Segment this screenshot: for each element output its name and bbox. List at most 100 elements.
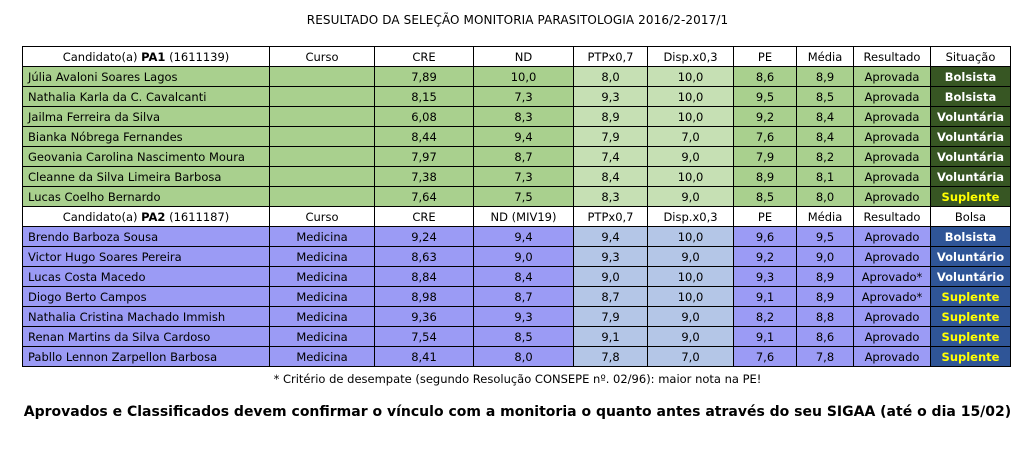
cell-situacao: Voluntário	[930, 266, 1011, 287]
candidate-name: Victor Hugo Soares Pereira	[22, 246, 270, 267]
group-code: PA1	[141, 49, 166, 64]
table-row: Diogo Berto Campos Medicina 8,98 8,7 8,7 10,0…	[22, 286, 1011, 307]
cell-disp: 9,0	[647, 246, 734, 267]
cell-resultado: Aprovada	[853, 166, 931, 187]
cell-curso: Medicina	[269, 306, 375, 327]
table-row: Nathalia Karla da C. Cavalcanti 8,15 7,3 9,…	[22, 86, 1011, 107]
cell-media: 8,4	[796, 106, 854, 127]
pa1-header-row: Candidato(a) PA1 (1611139) Curso CRE ND PTPx…	[22, 46, 1011, 67]
column-header-ptp: PTPx0,7	[573, 206, 648, 227]
cell-ptp: 7,9	[573, 126, 648, 147]
cell-curso: Medicina	[269, 346, 375, 367]
cell-cre: 8,15	[374, 86, 474, 107]
column-header-ptp: PTPx0,7	[573, 46, 648, 67]
column-header-disp: Disp.x0,3	[647, 46, 734, 67]
cell-situacao: Suplente	[930, 326, 1011, 347]
cell-disp: 7,0	[647, 126, 734, 147]
cell-cre: 6,08	[374, 106, 474, 127]
cell-curso: Medicina	[269, 266, 375, 287]
cell-resultado: Aprovada	[853, 146, 931, 167]
results-table: Candidato(a) PA1 (1611139) Curso CRE ND PTPx…	[22, 46, 1011, 367]
cell-media: 8,9	[796, 66, 854, 87]
cell-nd: 9,4	[473, 226, 574, 247]
cell-cre: 7,64	[374, 186, 474, 207]
cell-pe: 9,1	[733, 286, 797, 307]
column-header-pe: PE	[733, 206, 797, 227]
table-row: Júlia Avaloni Soares Lagos 7,89 10,0 8,0 10,…	[22, 66, 1011, 87]
cell-situacao: Voluntário	[930, 246, 1011, 267]
cell-disp: 9,0	[647, 306, 734, 327]
table-row: Victor Hugo Soares Pereira Medicina 8,63 9,…	[22, 246, 1011, 267]
cell-disp: 10,0	[647, 226, 734, 247]
cell-disp: 10,0	[647, 266, 734, 287]
cell-ptp: 8,3	[573, 186, 648, 207]
page-title: RESULTADO DA SELEÇÃO MONITORIA PARASITOL…	[306, 13, 729, 27]
cell-nd: 9,0	[473, 246, 574, 267]
cell-pe: 8,2	[733, 306, 797, 327]
column-header-resultado: Resultado	[853, 46, 931, 67]
candidate-name: Geovania Carolina Nascimento Moura	[22, 146, 270, 167]
cell-disp: 10,0	[647, 166, 734, 187]
cell-pe: 9,6	[733, 226, 797, 247]
cell-disp: 7,0	[647, 346, 734, 367]
cell-resultado: Aprovado	[853, 346, 931, 367]
column-header-cre: CRE	[374, 46, 474, 67]
column-header-pe: PE	[733, 46, 797, 67]
cell-ptp: 8,0	[573, 66, 648, 87]
cell-cre: 9,24	[374, 226, 474, 247]
cell-situacao: Voluntária	[930, 166, 1011, 187]
cell-curso	[269, 106, 375, 127]
candidate-name: Cleanne da Silva Limeira Barbosa	[22, 166, 270, 187]
cell-ptp: 9,3	[573, 86, 648, 107]
cell-pe: 7,6	[733, 346, 797, 367]
cell-situacao: Suplente	[930, 346, 1011, 367]
cell-cre: 8,63	[374, 246, 474, 267]
cell-media: 8,5	[796, 86, 854, 107]
cell-pe: 8,5	[733, 186, 797, 207]
cell-nd: 10,0	[473, 66, 574, 87]
cell-situacao: Voluntária	[930, 126, 1011, 147]
cell-pe: 9,5	[733, 86, 797, 107]
column-header-media: Média	[796, 206, 854, 227]
cell-cre: 7,89	[374, 66, 474, 87]
pa1-candidate-header: Candidato(a) PA1 (1611139)	[22, 46, 270, 67]
cell-media: 8,4	[796, 126, 854, 147]
cell-cre: 7,97	[374, 146, 474, 167]
table-row: Cleanne da Silva Limeira Barbosa 7,38 7,3 8…	[22, 166, 1011, 187]
cell-pe: 9,3	[733, 266, 797, 287]
cell-media: 8,0	[796, 186, 854, 207]
cell-curso	[269, 86, 375, 107]
candidate-name: Diogo Berto Campos	[22, 286, 270, 307]
cell-pe: 7,9	[733, 146, 797, 167]
column-header-resultado: Resultado	[853, 206, 931, 227]
cell-cre: 8,84	[374, 266, 474, 287]
cell-resultado: Aprovada	[853, 66, 931, 87]
candidate-name: Brendo Barboza Sousa	[22, 226, 270, 247]
candidate-name: Jailma Ferreira da Silva	[22, 106, 270, 127]
column-header-cre: CRE	[374, 206, 474, 227]
cell-situacao: Suplente	[930, 306, 1011, 327]
cell-resultado: Aprovado	[853, 246, 931, 267]
candidate-name: Lucas Costa Macedo	[22, 266, 270, 287]
candidate-prefix: Candidato(a)	[62, 49, 138, 64]
cell-ptp: 9,4	[573, 226, 648, 247]
cell-cre: 8,98	[374, 286, 474, 307]
cell-situacao: Bolsista	[930, 226, 1011, 247]
table-row: Lucas Costa Macedo Medicina 8,84 8,4 9,0 10,0…	[22, 266, 1011, 287]
cell-cre: 8,41	[374, 346, 474, 367]
cell-resultado: Aprovado*	[853, 286, 931, 307]
cell-media: 8,2	[796, 146, 854, 167]
cell-nd: 7,3	[473, 86, 574, 107]
cell-nd: 8,4	[473, 266, 574, 287]
cell-ptp: 7,9	[573, 306, 648, 327]
cell-media: 9,5	[796, 226, 854, 247]
cell-media: 8,8	[796, 306, 854, 327]
cell-nd: 7,3	[473, 166, 574, 187]
cell-media: 8,9	[796, 286, 854, 307]
cell-disp: 9,0	[647, 146, 734, 167]
cell-curso: Medicina	[269, 326, 375, 347]
cell-curso: Medicina	[269, 286, 375, 307]
cell-resultado: Aprovado	[853, 326, 931, 347]
cell-pe: 9,2	[733, 106, 797, 127]
cell-ptp: 8,7	[573, 286, 648, 307]
